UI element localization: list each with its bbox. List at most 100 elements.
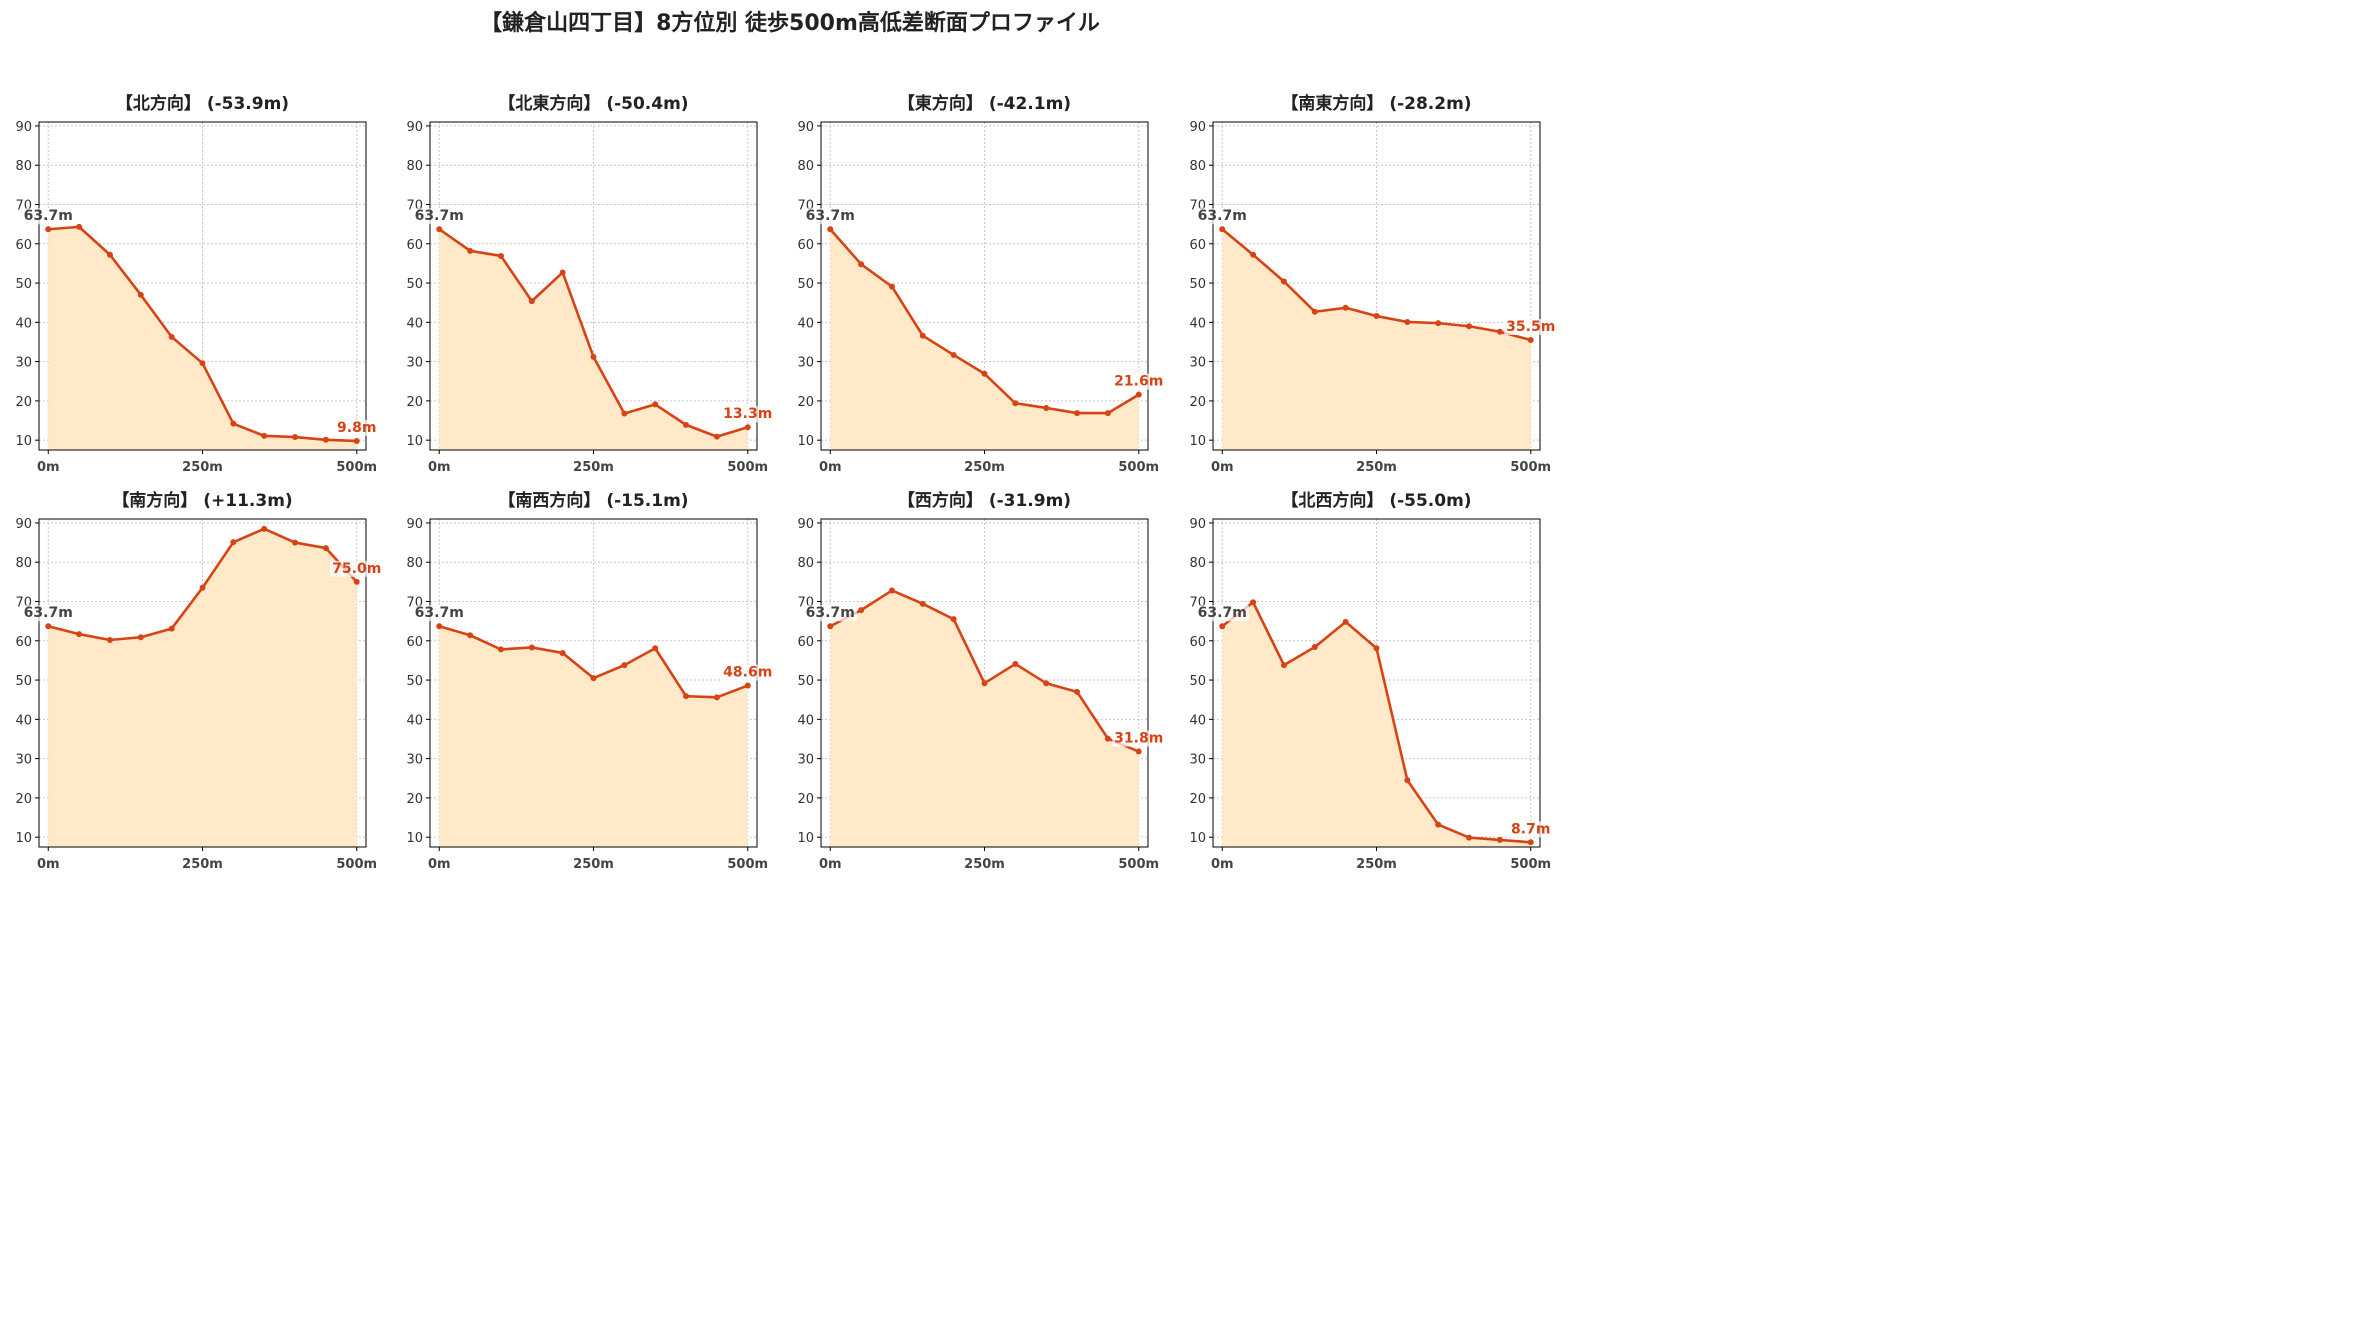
- start-elevation-label: 63.7m: [24, 605, 73, 621]
- y-tick-label: 30: [1189, 356, 1206, 371]
- y-tick-label: 80: [797, 556, 814, 571]
- y-tick-label: 20: [15, 792, 32, 807]
- data-point: [1404, 318, 1411, 325]
- figure-title: 【鎌倉山四丁目】8方位別 徒歩500m高低差断面プロファイル: [480, 10, 1100, 36]
- x-tick-label: 0m: [1211, 460, 1234, 475]
- y-tick-label: 90: [1189, 120, 1206, 135]
- x-tick-label: 250m: [964, 460, 1005, 475]
- start-label-background: [1195, 208, 1249, 225]
- start-label-background: [803, 208, 857, 225]
- data-point: [168, 333, 175, 340]
- start-elevation-label: 63.7m: [415, 605, 464, 621]
- data-point: [1219, 623, 1226, 630]
- data-point: [106, 251, 113, 258]
- data-point: [827, 226, 834, 233]
- end-label-background: [1112, 373, 1166, 390]
- data-point: [1466, 834, 1473, 841]
- data-point: [1373, 645, 1380, 652]
- y-tick-label: 20: [406, 792, 423, 807]
- y-tick-label: 10: [15, 831, 32, 846]
- subplot-title: 【南西方向】 (-15.1m): [498, 490, 688, 511]
- y-tick-label: 40: [15, 316, 32, 331]
- data-point: [168, 625, 175, 632]
- area-fill: [439, 229, 748, 450]
- data-point: [1373, 313, 1380, 320]
- data-point: [1311, 308, 1318, 315]
- data-point: [858, 607, 865, 614]
- data-point: [1280, 662, 1287, 669]
- data-point: [353, 437, 360, 444]
- start-elevation-label: 63.7m: [1198, 208, 1247, 224]
- data-point: [528, 644, 535, 651]
- y-tick-label: 90: [1189, 517, 1206, 532]
- end-elevation-label: 9.8m: [337, 420, 376, 436]
- data-point: [1280, 278, 1287, 285]
- data-point: [76, 631, 83, 638]
- data-point: [744, 424, 751, 431]
- data-point: [827, 623, 834, 630]
- data-point: [981, 680, 988, 687]
- area-fill: [1222, 602, 1531, 847]
- y-tick-label: 30: [797, 356, 814, 371]
- data-point: [981, 370, 988, 377]
- y-tick-label: 80: [15, 556, 32, 571]
- data-point: [950, 351, 957, 358]
- end-label-background: [1504, 319, 1558, 336]
- data-point: [230, 539, 237, 546]
- y-tick-label: 80: [15, 159, 32, 174]
- data-point: [322, 545, 329, 552]
- data-point: [261, 525, 268, 532]
- data-point: [292, 434, 299, 441]
- end-elevation-label: 8.7m: [1511, 821, 1550, 837]
- x-tick-label: 0m: [37, 460, 60, 475]
- data-point: [436, 623, 443, 630]
- data-point: [137, 634, 144, 641]
- data-point: [261, 432, 268, 439]
- y-tick-label: 80: [1189, 159, 1206, 174]
- data-point: [1135, 748, 1142, 755]
- end-elevation-label: 31.8m: [1114, 731, 1163, 747]
- y-tick-label: 50: [406, 277, 423, 292]
- data-point: [1342, 304, 1349, 311]
- y-tick-label: 30: [15, 753, 32, 768]
- data-point: [713, 694, 720, 701]
- area-fill: [48, 528, 357, 847]
- y-tick-label: 10: [1189, 434, 1206, 449]
- data-point: [199, 360, 206, 367]
- y-tick-label: 10: [797, 434, 814, 449]
- data-point: [1012, 660, 1019, 667]
- area-fill: [439, 626, 748, 847]
- y-tick-label: 60: [15, 238, 32, 253]
- data-point: [1250, 599, 1257, 606]
- data-point: [292, 539, 299, 546]
- y-tick-label: 20: [797, 792, 814, 807]
- y-tick-label: 60: [15, 635, 32, 650]
- y-tick-label: 30: [797, 753, 814, 768]
- data-point: [1043, 404, 1050, 411]
- data-point: [1250, 251, 1257, 258]
- start-label-background: [803, 605, 857, 622]
- data-point: [497, 252, 504, 259]
- data-point: [353, 578, 360, 585]
- data-point: [76, 223, 83, 230]
- data-point: [497, 646, 504, 653]
- y-tick-label: 50: [797, 277, 814, 292]
- y-tick-label: 80: [1189, 556, 1206, 571]
- y-tick-label: 10: [406, 831, 423, 846]
- data-point: [652, 645, 659, 652]
- y-tick-label: 60: [1189, 238, 1206, 253]
- subplot-title: 【北西方向】 (-55.0m): [1281, 490, 1471, 511]
- y-tick-label: 40: [406, 316, 423, 331]
- y-tick-label: 60: [406, 635, 423, 650]
- y-tick-label: 40: [15, 713, 32, 728]
- data-point: [1074, 410, 1081, 417]
- data-point: [1311, 644, 1318, 651]
- data-point: [590, 353, 597, 360]
- y-tick-label: 80: [406, 556, 423, 571]
- y-tick-label: 10: [797, 831, 814, 846]
- data-point: [1104, 735, 1111, 742]
